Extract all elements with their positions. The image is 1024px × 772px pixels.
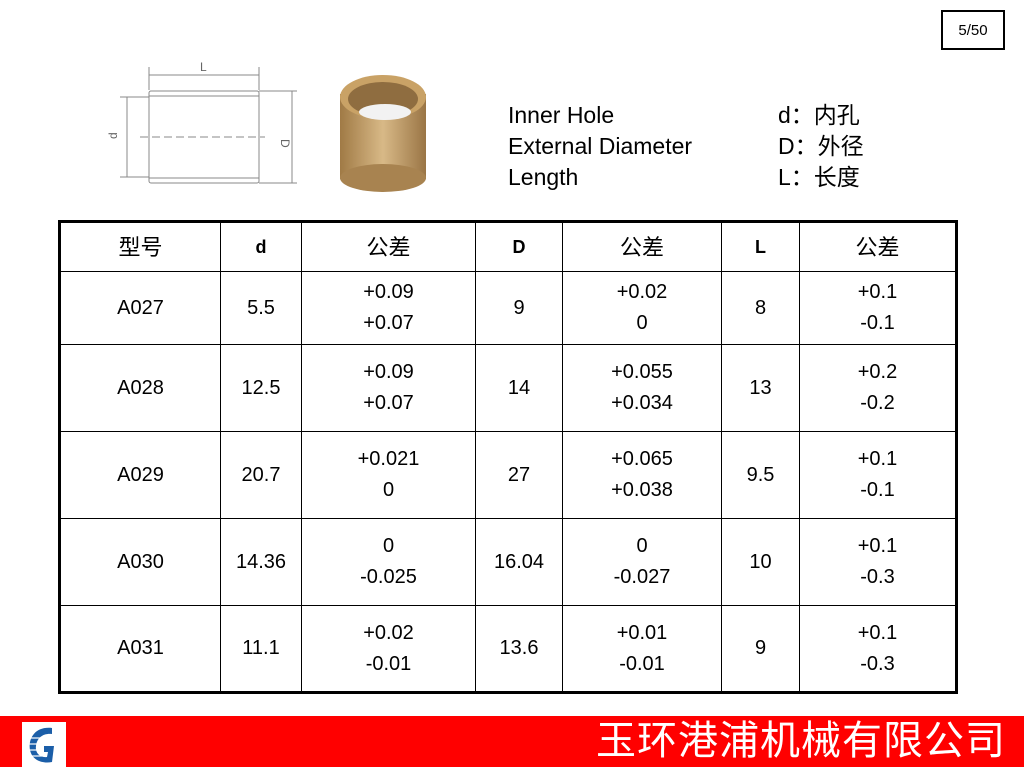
tolerance-value: +0.038 [611,479,673,501]
tolerance-value: +0.2 [857,361,898,383]
table-cell: 9 [721,605,800,693]
table-cell: 20.7 [220,431,302,519]
table-cell: 27 [475,431,563,519]
tolerance-value: +0.01 [616,621,668,644]
legend-external-diameter: External Diameter [508,133,693,159]
table-row: A028 12.5 +0.09 +0.07 14 +0.055 +0.034 13 +0.2 -0… [59,344,957,432]
table-cell: +0.055 +0.034 [562,344,722,432]
table-row: A029 20.7 +0.021 0 27 +0.065 +0.038 9.5 +0.1 -0.1 [59,431,957,519]
column-header: 公差 [301,221,476,272]
table-cell: 16.04 [475,518,563,606]
tolerance-value: +0.1 [857,448,898,470]
column-header: 公差 [799,221,957,272]
table-cell: +0.1 -0.1 [799,271,957,345]
table-row: A027 5.5 +0.09 +0.07 9 +0.02 0 8 +0.1 -0.1 [59,271,957,345]
tolerance-value: -0.3 [860,652,895,675]
table-cell: A027 [59,271,221,345]
tolerance-value: +0.1 [857,621,898,644]
legend-inner-hole: Inner Hole [508,102,615,128]
page-number: 5/50 [941,10,1005,50]
column-header: 型号 [59,221,221,272]
tolerance-value: -0.1 [860,312,895,334]
tolerance-value: +0.09 [363,281,414,303]
tolerance-value: 0 [636,535,648,557]
table-row: A031 11.1 +0.02 -0.01 13.6 +0.01 -0.01 9 +0.1 -0.… [59,605,957,693]
column-header: L [721,221,800,272]
table-cell: +0.02 -0.01 [301,605,476,693]
tolerance-value: +0.02 [363,621,414,644]
tolerance-value: -0.2 [860,392,895,414]
table-cell: 0 -0.025 [301,518,476,606]
tolerance-value: +0.1 [857,281,898,303]
tolerance-value: +0.07 [363,392,414,414]
table-cell: 8 [721,271,800,345]
legend-external-diameter-cn: D：外径 [778,133,864,159]
tolerance-value: -0.025 [360,566,417,588]
bushing-diagram: L d D [106,60,297,184]
table-cell: A031 [59,605,221,693]
table-cell: 9.5 [721,431,800,519]
tolerance-value: +0.02 [616,281,668,303]
tolerance-value: +0.09 [363,361,414,383]
tolerance-value: -0.1 [860,479,895,501]
tolerance-value: -0.3 [860,566,895,588]
tolerance-value: +0.07 [363,312,414,334]
table-cell: A029 [59,431,221,519]
table-row: A030 14.36 0 -0.025 16.04 0 -0.027 10 +0.1 -0.3 [59,518,957,606]
tolerance-value: -0.027 [613,566,671,588]
tolerance-value: +0.065 [611,448,673,470]
table-cell: 12.5 [220,344,302,432]
table-cell: 0 -0.027 [562,518,722,606]
table-cell: 9 [475,271,563,345]
table-cell: +0.01 -0.01 [562,605,722,693]
tolerance-value: +0.1 [857,535,898,557]
table-cell: +0.065 +0.038 [562,431,722,519]
column-header: 公差 [562,221,722,272]
table-cell: A028 [59,344,221,432]
tolerance-value: 0 [382,479,395,501]
table-cell: A030 [59,518,221,606]
table-cell: 13 [721,344,800,432]
table-cell: 14 [475,344,563,432]
table-cell: +0.1 -0.3 [799,518,957,606]
tolerance-value: -0.01 [619,652,665,675]
table-cell: +0.09 +0.07 [301,344,476,432]
table-cell: 5.5 [220,271,302,345]
column-header: D [475,221,563,272]
tolerance-value: -0.01 [365,652,412,675]
table-cell: 14.36 [220,518,302,606]
table-cell: 13.6 [475,605,563,693]
footer-bar: 玉环港浦机械有限公司 [0,716,1024,767]
spec-table: 型号 d 公差 D 公差 L 公差 A027 5.5 +0.09 +0.07 9 +0.02 0 8 +0.… [58,220,958,694]
tolerance-value: 0 [636,312,648,334]
legend-inner-hole-cn: d：内孔 [778,102,860,128]
table-cell: +0.1 -0.1 [799,431,957,519]
tolerance-value: +0.021 [357,448,420,470]
legend-length-cn: L：长度 [778,164,860,190]
dimension-legend: Inner Hole d：内孔 External Diameter D：外径 Len… [508,100,864,193]
table-cell: +0.09 +0.07 [301,271,476,345]
tolerance-value: +0.055 [611,361,673,383]
table-cell: 10 [721,518,800,606]
table-cell: 11.1 [220,605,302,693]
company-logo [22,722,66,767]
tolerance-value: +0.034 [611,392,673,414]
table-cell: +0.1 -0.3 [799,605,957,693]
tolerance-value: 0 [382,535,395,557]
table-cell: +0.02 0 [562,271,722,345]
label-L: L [200,60,207,74]
company-name: 玉环港浦机械有限公司 [596,718,1006,764]
label-D: D [278,139,292,148]
table-cell: +0.2 -0.2 [799,344,957,432]
label-d: d [106,132,120,139]
legend-length: Length [508,164,579,190]
column-header: d [220,221,302,272]
table-cell: +0.021 0 [301,431,476,519]
bushing-photo [340,75,426,192]
